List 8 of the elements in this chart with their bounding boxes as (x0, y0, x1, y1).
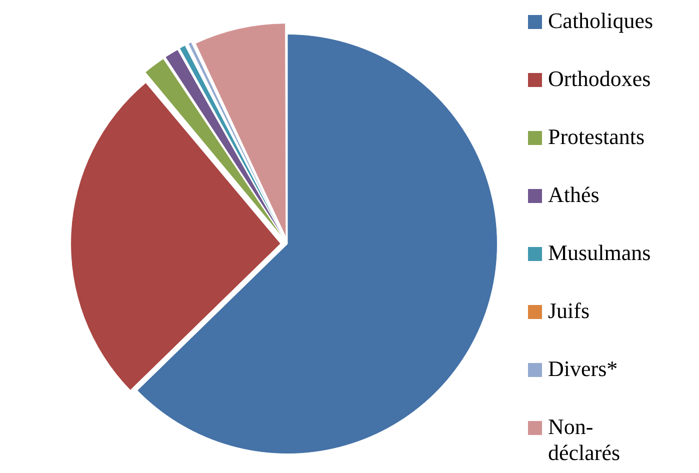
legend-label: Juifs (548, 298, 591, 324)
legend-label: Musulmans (548, 240, 652, 266)
legend-label: Orthodoxes (548, 66, 652, 92)
legend-label: Protestants (548, 124, 646, 150)
legend-label: Athés (548, 182, 600, 208)
legend-label: Non-déclarés (548, 414, 622, 466)
legend-label: Divers* (548, 356, 619, 382)
legend-label: Catholiques (548, 8, 654, 34)
